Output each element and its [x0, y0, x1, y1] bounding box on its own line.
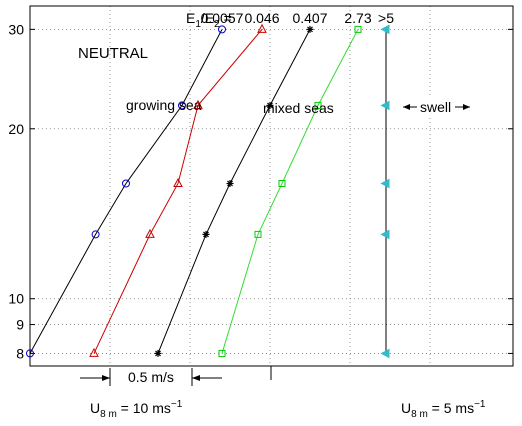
- y-tick-label: 20: [8, 121, 24, 137]
- data-point: [122, 179, 130, 188]
- plot-background: [30, 6, 513, 366]
- series-line: [29, 29, 223, 354]
- data-point: [173, 177, 183, 187]
- condition-label: NEUTRAL: [78, 45, 148, 62]
- ratio-label: 0.0057: [201, 10, 244, 26]
- data-point: [278, 179, 286, 187]
- data-point: [380, 348, 390, 359]
- data-point: [89, 347, 99, 357]
- series-markers: [26, 23, 390, 359]
- ratio-labels: 0.0057 0.046 0.407 2.73 >5: [201, 10, 395, 26]
- ratio-label: 2.73: [344, 10, 371, 26]
- data-point: [257, 23, 267, 33]
- ratio-label: >5: [378, 10, 394, 26]
- y-axis-ticks: 8 9 10 20 30: [8, 21, 513, 361]
- series-lines: [29, 29, 387, 354]
- data-point: [178, 101, 186, 110]
- data-point: [91, 230, 100, 239]
- swell-annotation: swell: [403, 97, 470, 115]
- data-point: [314, 101, 322, 109]
- data-point: [254, 230, 262, 238]
- y-tick-label: 8: [16, 345, 24, 361]
- data-point: [380, 178, 390, 189]
- mixed-seas-label: mixed seas: [263, 100, 334, 116]
- data-point: [226, 179, 234, 187]
- data-point: [380, 229, 390, 240]
- y-tick-label: 10: [8, 291, 24, 307]
- data-point: [218, 25, 226, 34]
- growing-sea-label: growing sea: [126, 97, 202, 113]
- ratio-label: 0.407: [292, 10, 327, 26]
- data-point: [145, 228, 155, 238]
- data-point: [380, 100, 390, 111]
- data-point: [306, 25, 314, 33]
- scale-bar: 0.5 m/s: [80, 368, 222, 386]
- y-tick-label: 30: [8, 21, 24, 37]
- right-reference-label: U8 m = 5 ms−1: [401, 399, 486, 420]
- data-point: [266, 101, 274, 109]
- left-reference-label: U8 m = 10 ms−1: [90, 399, 183, 420]
- data-point: [154, 349, 162, 357]
- swell-label: swell: [420, 99, 451, 115]
- data-point: [193, 99, 203, 109]
- series-line: [221, 29, 359, 354]
- scale-bar-label: 0.5 m/s: [128, 369, 174, 385]
- data-point: [202, 230, 210, 238]
- grid: [30, 6, 513, 366]
- data-point: [218, 349, 226, 357]
- data-point: [354, 25, 362, 33]
- data-point: [380, 24, 390, 35]
- ratio-label: 0.046: [244, 10, 279, 26]
- series-line: [93, 29, 263, 354]
- y-tick-label: 9: [16, 317, 24, 333]
